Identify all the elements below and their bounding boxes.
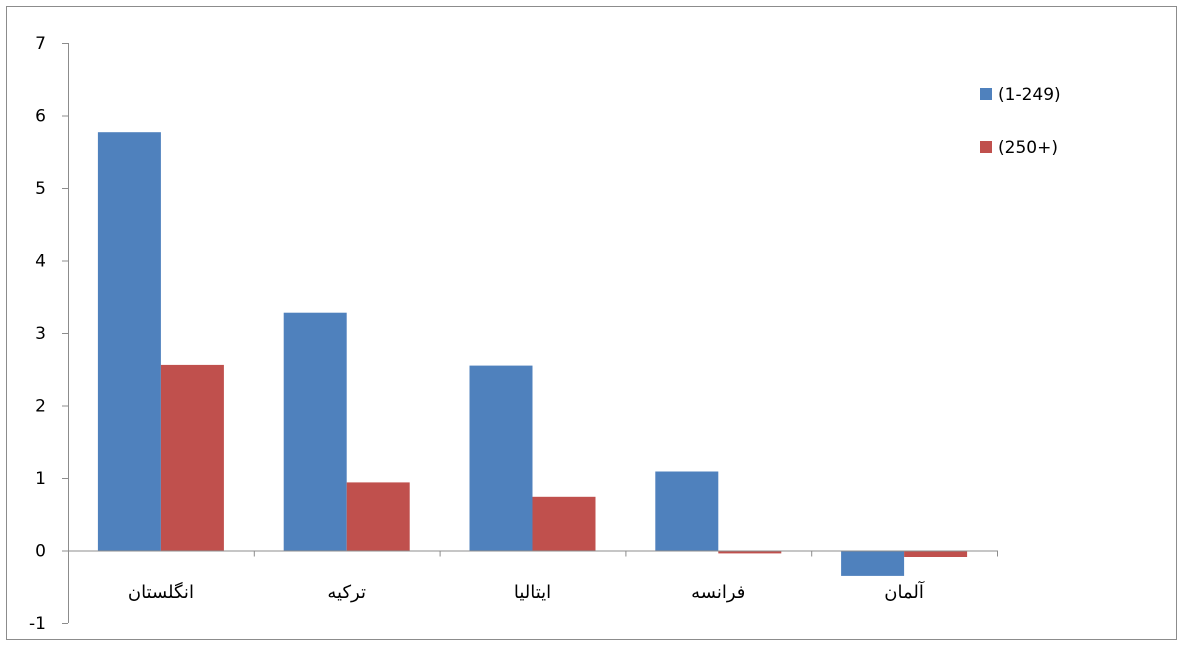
- bar-series-1-cat-3: [469, 365, 533, 551]
- legend-label-2: (250+): [998, 138, 1058, 158]
- x-category-label: ایتالیا: [514, 582, 551, 603]
- y-tick-label: 5: [35, 179, 46, 199]
- bar-series-2-cat-4: [718, 550, 782, 554]
- legend-label-1: (1-249): [998, 85, 1061, 105]
- bar-series-2-cat-2: [346, 482, 410, 551]
- x-category-label: آلمان: [884, 580, 925, 603]
- x-category-label: ترکیه: [327, 582, 366, 603]
- bar-series-1-cat-4: [655, 471, 719, 551]
- bar-series-1-cat-5: [841, 550, 905, 576]
- legend: (1-249) (250+): [980, 85, 1061, 158]
- bar-series-2-cat-1: [160, 364, 224, 551]
- bar-series-2-cat-3: [532, 496, 596, 551]
- y-tick-label: 2: [35, 397, 46, 417]
- legend-swatch-1: [980, 88, 992, 100]
- y-tick-label: 1: [35, 469, 46, 489]
- legend-swatch-2: [980, 141, 992, 153]
- y-tick-label: 4: [35, 252, 46, 272]
- y-tick-label: 3: [35, 324, 46, 344]
- bar-series-1-cat-2: [283, 312, 347, 551]
- y-tick-label: 0: [35, 542, 46, 562]
- y-tick-label: 6: [35, 107, 46, 127]
- x-category-label: انگلستان: [128, 581, 194, 603]
- bar-series-1-cat-1: [97, 132, 161, 551]
- x-category-label: فرانسه: [691, 582, 745, 603]
- y-tick-label: -1: [29, 614, 46, 634]
- bar-series-2-cat-5: [904, 550, 968, 557]
- plot-area: [97, 132, 968, 576]
- y-tick-label: 7: [35, 34, 46, 54]
- axes: 7 6 5 4 3 2 1 0 -1 انگلستان ترکیه ایتالیا فرانسه آلما…: [29, 34, 998, 634]
